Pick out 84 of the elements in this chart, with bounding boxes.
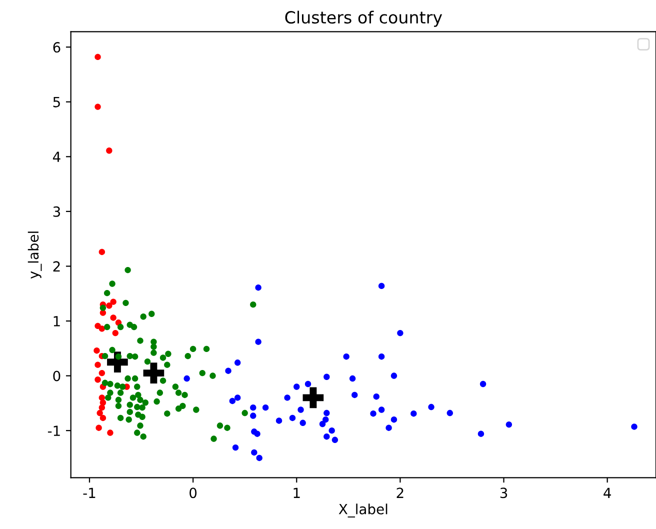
point	[225, 368, 232, 374]
point	[370, 410, 376, 417]
point	[631, 424, 638, 430]
point	[98, 370, 106, 376]
point	[94, 104, 101, 110]
chart-title: Clusters of country	[285, 10, 442, 27]
point	[410, 410, 417, 417]
point	[478, 430, 484, 437]
point	[324, 410, 330, 416]
point	[300, 420, 306, 426]
point	[343, 354, 350, 360]
point	[98, 404, 106, 411]
point	[110, 298, 116, 305]
x-tick-label: -1	[83, 488, 96, 498]
point	[328, 427, 335, 434]
point	[96, 410, 103, 416]
y-tick-label: 0	[53, 370, 60, 382]
point	[276, 418, 282, 424]
point	[106, 302, 112, 309]
y-tick-label: 3	[53, 206, 60, 217]
y-tick-label: 5	[53, 97, 60, 108]
y-tick-label: -1	[48, 426, 60, 436]
point	[251, 449, 258, 456]
point	[112, 330, 118, 336]
point	[386, 424, 392, 431]
point	[184, 375, 190, 382]
point	[96, 424, 102, 431]
point	[289, 414, 296, 422]
point	[262, 404, 269, 411]
point	[232, 444, 239, 451]
y-tick-label: 4	[52, 152, 60, 162]
point	[143, 362, 164, 384]
point	[428, 404, 434, 410]
point	[110, 314, 116, 321]
point	[324, 374, 330, 380]
point	[256, 454, 262, 462]
point	[480, 380, 486, 388]
point	[304, 380, 312, 388]
point	[255, 284, 262, 291]
point	[250, 404, 256, 411]
point	[106, 148, 112, 154]
point	[319, 420, 326, 428]
y-tick-label: 1	[54, 316, 60, 326]
point	[229, 398, 236, 404]
x-tick-label: 3	[500, 488, 508, 498]
point	[294, 384, 300, 390]
point	[378, 354, 385, 360]
x-tick-label: 1	[294, 488, 300, 498]
point	[254, 430, 260, 437]
point	[324, 433, 330, 440]
point	[302, 387, 324, 408]
point	[98, 326, 106, 332]
x-tick-label: 4	[604, 488, 611, 498]
point	[94, 376, 101, 383]
x-axis-title: X_label	[338, 504, 388, 518]
point	[107, 430, 114, 436]
y-tick-label: 6	[53, 42, 60, 53]
point	[250, 412, 256, 419]
x-tick-label: 2	[396, 488, 404, 498]
point	[284, 394, 290, 401]
point	[322, 416, 329, 423]
y-axis-title: y_label	[28, 232, 42, 279]
point	[349, 375, 356, 382]
x-tick-label: 0	[190, 488, 197, 498]
point	[234, 360, 241, 366]
point	[390, 372, 398, 379]
point	[234, 394, 241, 401]
point	[390, 416, 398, 423]
point	[255, 338, 262, 345]
point	[98, 248, 106, 256]
point	[506, 421, 512, 428]
point	[373, 394, 380, 400]
point	[94, 347, 100, 354]
point	[446, 410, 454, 416]
y-tick-label: 2	[53, 261, 60, 272]
point	[397, 330, 404, 336]
point	[298, 406, 304, 413]
point	[94, 54, 101, 60]
point	[100, 414, 106, 422]
point	[332, 436, 338, 443]
point	[352, 392, 358, 398]
point	[378, 282, 385, 290]
point	[378, 406, 385, 413]
point	[94, 362, 101, 368]
